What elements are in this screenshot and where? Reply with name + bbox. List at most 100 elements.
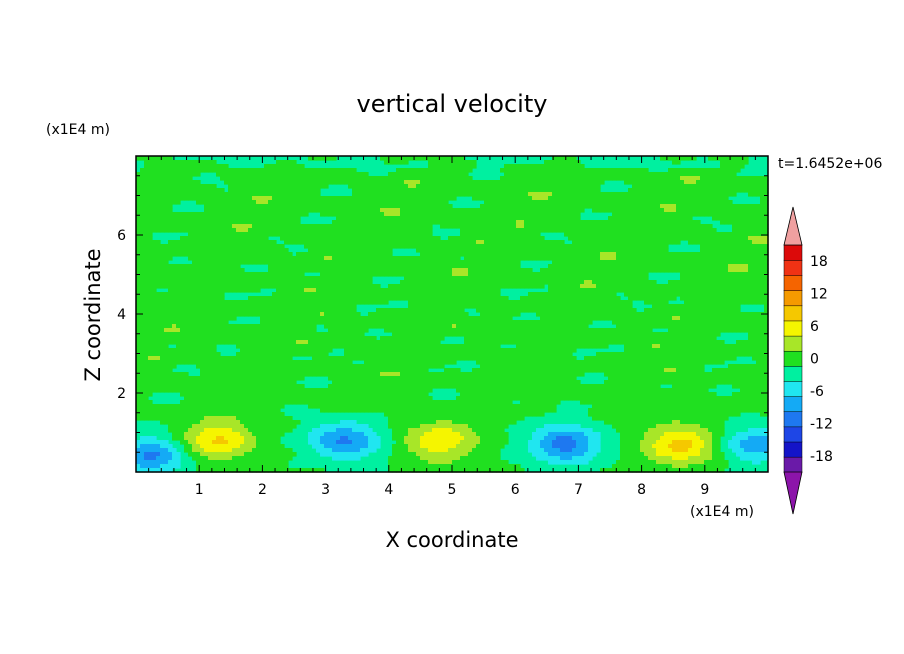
contour-cell (408, 244, 413, 249)
contour-cell (448, 280, 453, 285)
contour-cell (196, 256, 201, 261)
contour-cell (608, 204, 613, 209)
contour-cell (412, 172, 417, 177)
contour-cell (588, 276, 593, 281)
contour-cell (220, 284, 225, 289)
contour-cell (548, 280, 553, 285)
contour-cell (732, 244, 737, 249)
contour-cell (620, 192, 625, 197)
contour-cell (628, 240, 633, 245)
contour-cell (144, 216, 149, 221)
contour-cell (532, 240, 537, 245)
contour-cell (276, 204, 281, 209)
contour-cell (680, 272, 685, 277)
contour-cell (152, 244, 157, 249)
contour-cell (168, 208, 173, 213)
contour-cell (616, 260, 621, 265)
contour-cell (452, 224, 457, 229)
contour-cell (440, 212, 445, 217)
contour-cell (436, 268, 441, 273)
contour-cell (388, 212, 393, 217)
contour-cell (216, 236, 221, 241)
contour-cell (280, 172, 285, 177)
contour-cell (268, 280, 273, 285)
contour-cell (252, 296, 257, 301)
contour-cell (344, 216, 349, 221)
contour-cell (548, 224, 553, 229)
contour-cell (436, 212, 441, 217)
contour-cell (184, 292, 189, 297)
contour-cell (580, 224, 585, 229)
contour-cell (392, 288, 397, 293)
contour-cell (188, 268, 193, 273)
contour-cell (324, 232, 329, 237)
contour-cell (724, 176, 729, 181)
contour-cell (592, 208, 597, 213)
contour-cell (356, 204, 361, 209)
contour-cell (684, 272, 689, 277)
contour-cell (148, 216, 153, 221)
contour-cell (360, 188, 365, 193)
contour-cell (276, 200, 281, 205)
contour-cell (380, 224, 385, 229)
contour-cell (320, 196, 325, 201)
contour-cell (332, 280, 337, 285)
contour-cell (416, 200, 421, 205)
contour-cell (416, 196, 421, 201)
contour-cell (528, 252, 533, 257)
contour-cell (728, 236, 733, 241)
contour-cell (260, 216, 265, 221)
contour-cell (196, 232, 201, 237)
contour-cell (248, 204, 253, 209)
contour-cell (236, 268, 241, 273)
contour-cell (228, 180, 233, 185)
contour-cell (740, 252, 745, 257)
contour-cell (452, 280, 457, 285)
contour-cell (148, 276, 153, 281)
contour-cell (628, 268, 633, 273)
contour-cell (208, 236, 213, 241)
contour-cell (636, 292, 641, 297)
contour-cell (144, 240, 149, 245)
contour-cell (748, 292, 753, 297)
contour-cell (568, 228, 573, 233)
contour-cell (660, 288, 665, 293)
contour-cell (416, 188, 421, 193)
contour-cell (316, 280, 321, 285)
contour-cell (636, 196, 641, 201)
contour-cell (196, 280, 201, 285)
contour-cell (460, 220, 465, 225)
contour-cell (412, 168, 417, 173)
contour-cell (572, 248, 577, 253)
contour-cell (516, 176, 521, 181)
contour-cell (432, 284, 437, 289)
contour-cell (636, 236, 641, 241)
contour-cell (760, 244, 765, 249)
contour-cell (216, 168, 221, 173)
contour-cell (396, 240, 401, 245)
contour-cell (268, 256, 273, 261)
contour-cell (340, 172, 345, 177)
contour-cell (460, 280, 465, 285)
contour-cell (664, 256, 669, 261)
contour-cell (584, 200, 589, 205)
contour-cell (536, 188, 541, 193)
contour-cell (408, 184, 413, 189)
contour-cell (576, 228, 581, 233)
contour-cell (728, 180, 733, 185)
contour-cell (572, 212, 577, 217)
contour-cell (700, 232, 705, 237)
contour-cell (608, 260, 613, 265)
contour-cell (140, 184, 145, 189)
contour-cell (428, 204, 433, 209)
contour-cell (704, 192, 709, 197)
contour-cell (240, 216, 245, 221)
contour-cell (184, 300, 189, 305)
contour-cell (744, 236, 749, 241)
contour-cell (316, 224, 321, 229)
contour-cell (484, 212, 489, 217)
contour-cell (392, 224, 397, 229)
contour-cell (652, 248, 657, 253)
contour-cell (576, 264, 581, 269)
contour-cell (352, 216, 357, 221)
